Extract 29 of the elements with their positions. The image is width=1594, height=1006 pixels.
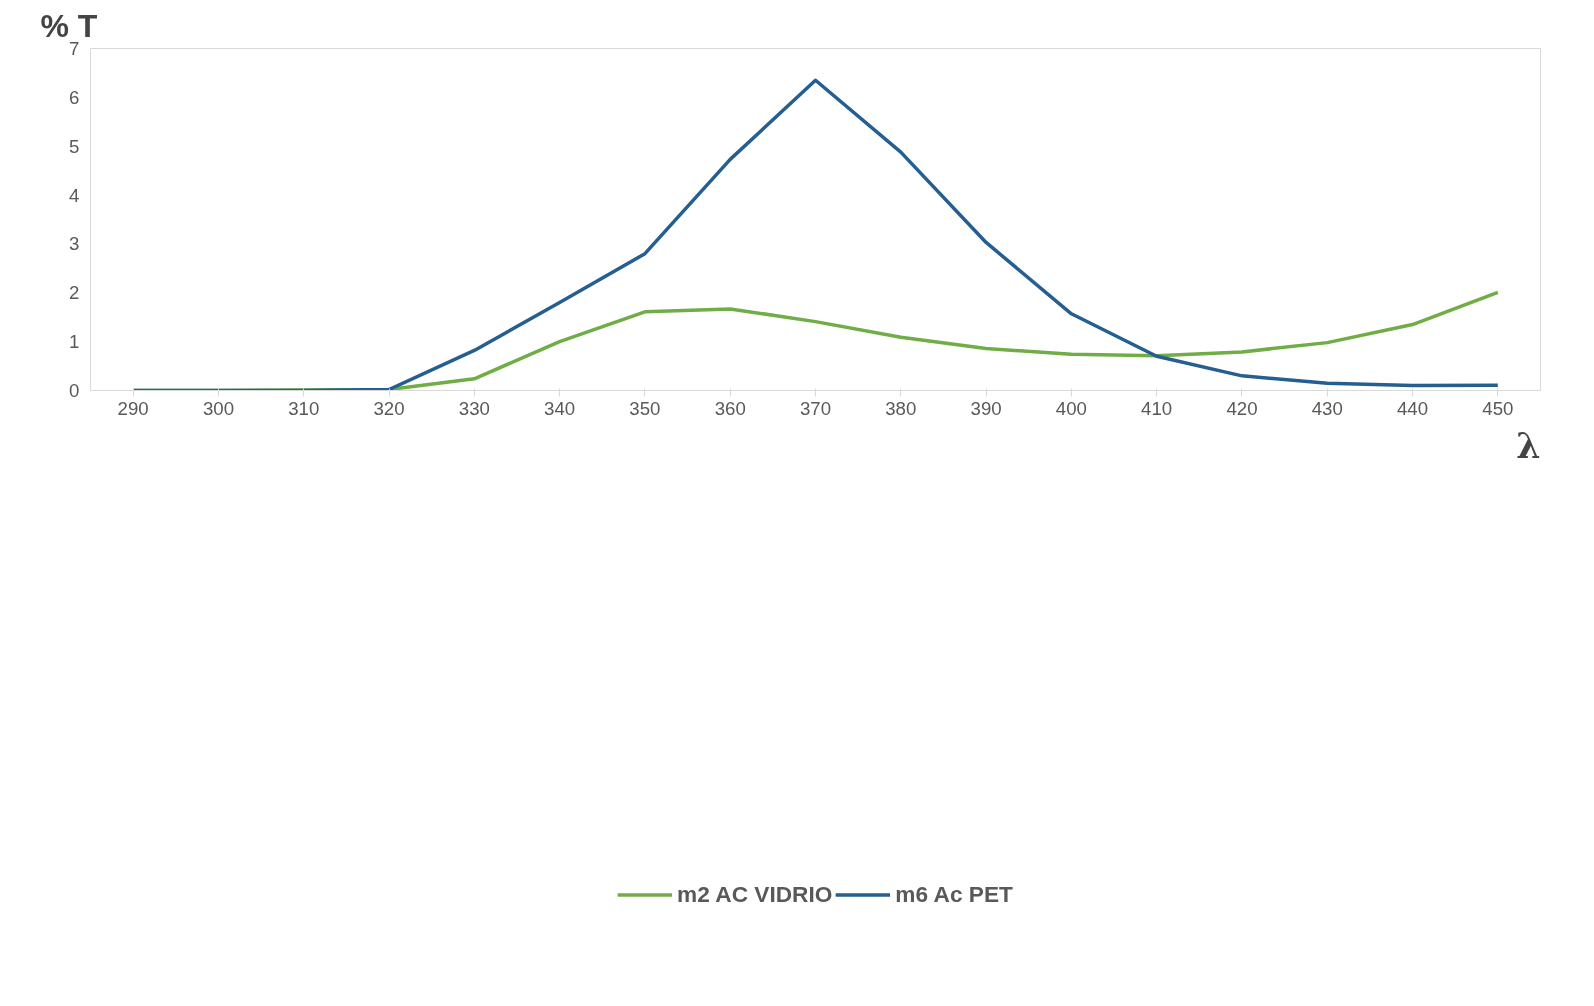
x-tick-label: 420 [1226,397,1258,419]
x-axis-title: λ [1516,424,1541,466]
y-tick-label: 2 [69,282,80,304]
y-tick-label: 4 [69,184,80,206]
x-tick-label: 430 [1311,397,1343,419]
y-tick-label: 5 [69,135,80,157]
y-tick-label: 1 [69,331,80,353]
x-tick-label: 350 [629,397,661,419]
x-tick-label: 380 [885,397,917,419]
x-tick-label: 410 [1141,397,1173,419]
y-tick-label: 0 [69,380,80,401]
y-tick-label: 7 [69,38,80,59]
x-tick-label: 360 [714,397,746,419]
y-tick-label: 6 [69,86,80,108]
legend-label: m6 Ac PET [895,880,1013,908]
x-tick-label: 400 [1055,397,1087,419]
x-tick-label: 440 [1397,397,1429,419]
x-tick-label: 390 [970,397,1002,419]
x-tick-label: 450 [1482,397,1514,419]
x-tick-label: 320 [373,397,405,419]
y-tick-label: 3 [69,233,80,255]
x-tick-label: 330 [458,397,490,419]
legend-label: m2 AC VIDRIO [677,880,833,908]
x-tick-label: 370 [799,397,832,419]
x-tick-label: 310 [288,397,320,419]
x-tick-label: 300 [202,397,235,419]
x-tick-label: 340 [544,397,576,419]
x-tick-label: 290 [117,397,149,419]
line-series [131,78,1500,391]
